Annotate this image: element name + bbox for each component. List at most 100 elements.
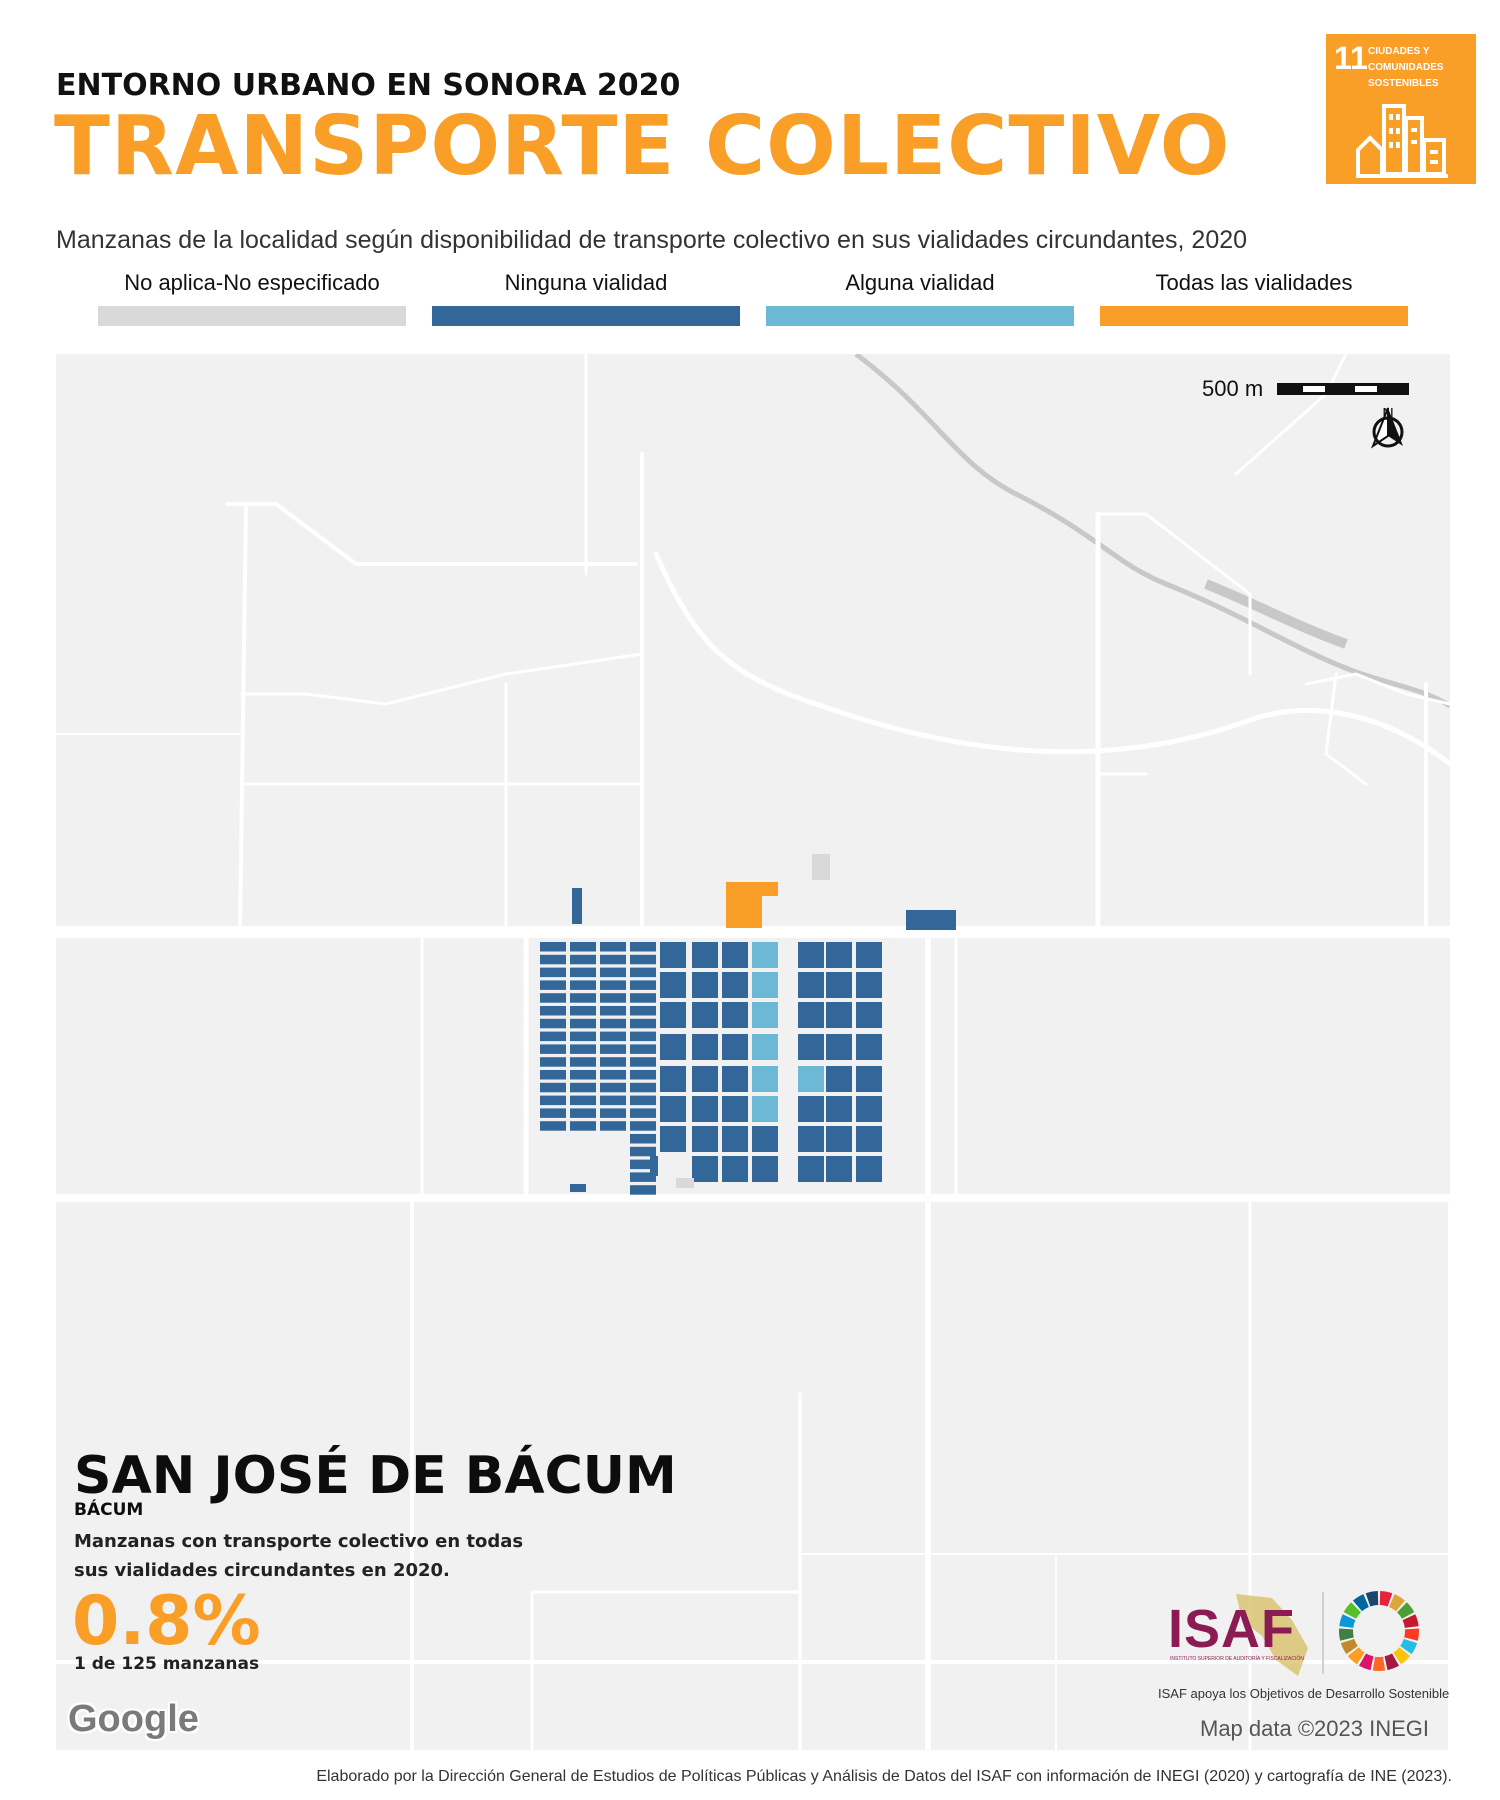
sdg-11-badge: 11 CIUDADES Y COMUNIDADES SOSTENIBLES [1326, 34, 1476, 184]
sdg-wheel-segment [1352, 1594, 1369, 1612]
city-block [856, 1066, 882, 1092]
sdg-wheel-segment [1343, 1602, 1361, 1619]
isaf-logo-subtitle: INSTITUTO SUPERIOR DE AUDITORÍA Y FISCAL… [1170, 1656, 1304, 1662]
legend-item-todas: Todas las vialidades [1100, 268, 1408, 326]
city-block [660, 1002, 686, 1028]
city-block [812, 854, 830, 880]
city-block [692, 972, 718, 998]
city-block [570, 942, 596, 952]
logo-divider [1322, 1592, 1324, 1674]
city-block [630, 1006, 656, 1016]
city-block [600, 1082, 626, 1093]
sdg-wheel-segment [1404, 1628, 1419, 1641]
scale-label: 500 m [1202, 376, 1264, 401]
city-block [570, 1057, 596, 1067]
header-kicker: ENTORNO URBANO EN SONORA 2020 [56, 68, 681, 103]
city-block [570, 993, 596, 1003]
city-block [600, 980, 626, 990]
city-block [630, 1172, 656, 1182]
city-block [540, 980, 566, 990]
city-block [600, 1044, 626, 1054]
legend-item-no-aplica: No aplica-No especificado [98, 268, 406, 326]
map-panel[interactable]: 500 m N [56, 354, 1450, 1750]
city-block [660, 1126, 686, 1152]
city-block [856, 1156, 882, 1182]
city-block [540, 1108, 566, 1118]
city-block [692, 1096, 718, 1122]
city-block [570, 1095, 596, 1106]
city-block [856, 1034, 882, 1060]
city-block [570, 1121, 596, 1131]
base-map [56, 354, 1450, 1750]
legend-swatch [98, 306, 406, 326]
legend-swatch [1100, 306, 1408, 326]
sdg-wheel-segment [1379, 1591, 1393, 1607]
city-blocks [540, 854, 956, 1195]
city-block [540, 1082, 566, 1093]
city-block [826, 1156, 852, 1182]
city-block [826, 1066, 852, 1092]
legend-item-ninguna: Ninguna vialidad [432, 268, 740, 326]
city-block [660, 1034, 686, 1060]
city-block [630, 967, 656, 978]
city-block [540, 1057, 566, 1067]
city-block [570, 967, 596, 978]
city-block [752, 1126, 778, 1152]
municipality-name: BÁCUM [74, 1500, 144, 1520]
city-block [630, 1108, 656, 1118]
city-block [726, 882, 762, 928]
city-block [630, 1082, 656, 1093]
city-block [660, 1096, 686, 1122]
city-block [660, 972, 686, 998]
google-logo: Google [68, 1698, 199, 1740]
city-block [692, 1126, 718, 1152]
sdg-wheel-segment [1358, 1653, 1374, 1671]
city-block [630, 1057, 656, 1067]
legend-label: No aplica-No especificado [124, 270, 380, 295]
north-arrow-icon [1370, 407, 1404, 449]
city-block [798, 942, 824, 968]
city-block [692, 1066, 718, 1092]
city-block [540, 1095, 566, 1106]
sdg-wheel-segment [1384, 1653, 1400, 1671]
city-block [570, 980, 596, 990]
city-block [600, 1095, 626, 1106]
city-block [600, 1121, 626, 1131]
sdg-wheel-segment [1365, 1591, 1379, 1607]
sonora-state-outline-icon [1236, 1594, 1308, 1676]
city-block [752, 1034, 778, 1060]
metric-count: 1 de 125 manzanas [74, 1654, 260, 1674]
sdg-wheel-segment [1397, 1602, 1415, 1619]
city-block [676, 1178, 694, 1188]
city-block [722, 1126, 748, 1152]
river [854, 354, 1450, 709]
city-block [856, 942, 882, 968]
city-block [752, 972, 778, 998]
city-block [630, 993, 656, 1003]
sdg-wheel-segment [1372, 1656, 1386, 1671]
sdg-number: 11 [1334, 40, 1368, 76]
legend-label: Todas las vialidades [1155, 270, 1353, 295]
city-block [630, 1121, 656, 1131]
city-block [826, 1126, 852, 1152]
city-block [570, 1031, 596, 1042]
city-block [650, 1156, 658, 1176]
legend: No aplica-No especificado Ninguna vialid… [98, 268, 1410, 328]
city-block [540, 967, 566, 978]
page-title: TRANSPORTE COLECTIVO [54, 99, 1231, 194]
legend-label: Ninguna vialidad [504, 270, 668, 295]
sdg-color-wheel-icon [1339, 1591, 1419, 1671]
scale-bar: 500 m [1202, 376, 1410, 402]
city-block [540, 1070, 566, 1080]
north-arrow: N [1368, 406, 1408, 449]
city-block [540, 1031, 566, 1042]
city-block [540, 1018, 566, 1029]
city-block [856, 1126, 882, 1152]
city-block [722, 1096, 748, 1122]
sdg-goal-text: CIUDADES Y COMUNIDADES SOSTENIBLES [1368, 46, 1444, 89]
city-block [600, 1108, 626, 1118]
city-block [570, 1184, 586, 1192]
city-block [600, 993, 626, 1003]
city-block [600, 1070, 626, 1080]
city-block [630, 1185, 656, 1195]
